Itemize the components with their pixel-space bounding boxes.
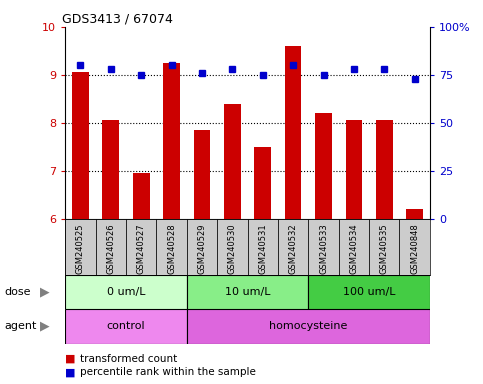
Bar [65,309,187,344]
Text: GSM240527: GSM240527 [137,223,146,274]
Text: ■: ■ [65,367,76,377]
Text: GSM240529: GSM240529 [198,223,206,274]
Text: transformed count: transformed count [80,354,177,364]
Bar [369,219,399,275]
Bar [72,73,89,219]
Bar [187,309,430,344]
Bar [65,275,187,309]
Text: ■: ■ [65,354,76,364]
Text: GSM240528: GSM240528 [167,223,176,274]
Bar [163,63,180,219]
Text: 100 um/L: 100 um/L [343,287,396,297]
Text: dose: dose [5,287,31,297]
Text: percentile rank within the sample: percentile rank within the sample [80,367,256,377]
Bar [406,209,423,219]
Bar [156,219,187,275]
Bar [278,219,308,275]
Bar [285,46,301,219]
Text: control: control [107,321,145,331]
Text: agent: agent [5,321,37,331]
Bar [399,219,430,275]
Text: GSM240532: GSM240532 [289,223,298,274]
Text: ▶: ▶ [40,285,49,298]
Bar [217,219,248,275]
Bar [308,219,339,275]
Bar [133,173,150,219]
Bar [339,219,369,275]
Text: homocysteine: homocysteine [269,321,347,331]
Bar [248,219,278,275]
Text: GSM240526: GSM240526 [106,223,115,274]
Bar [96,219,126,275]
Text: 0 um/L: 0 um/L [107,287,145,297]
Bar [308,275,430,309]
Bar [65,219,96,275]
Bar [315,113,332,219]
Text: ▶: ▶ [40,320,49,333]
Bar [224,104,241,219]
Text: GSM240531: GSM240531 [258,223,267,274]
Text: GSM240530: GSM240530 [228,223,237,274]
Bar [345,121,362,219]
Bar [194,130,210,219]
Text: GSM240848: GSM240848 [410,223,419,274]
Text: GDS3413 / 67074: GDS3413 / 67074 [61,13,172,26]
Text: 10 um/L: 10 um/L [225,287,270,297]
Bar [376,121,393,219]
Text: GSM240533: GSM240533 [319,223,328,274]
Text: GSM240534: GSM240534 [349,223,358,274]
Bar [102,121,119,219]
Bar [126,219,156,275]
Text: GSM240525: GSM240525 [76,223,85,274]
Bar [255,147,271,219]
Text: GSM240535: GSM240535 [380,223,389,274]
Bar [187,219,217,275]
Bar [187,275,308,309]
